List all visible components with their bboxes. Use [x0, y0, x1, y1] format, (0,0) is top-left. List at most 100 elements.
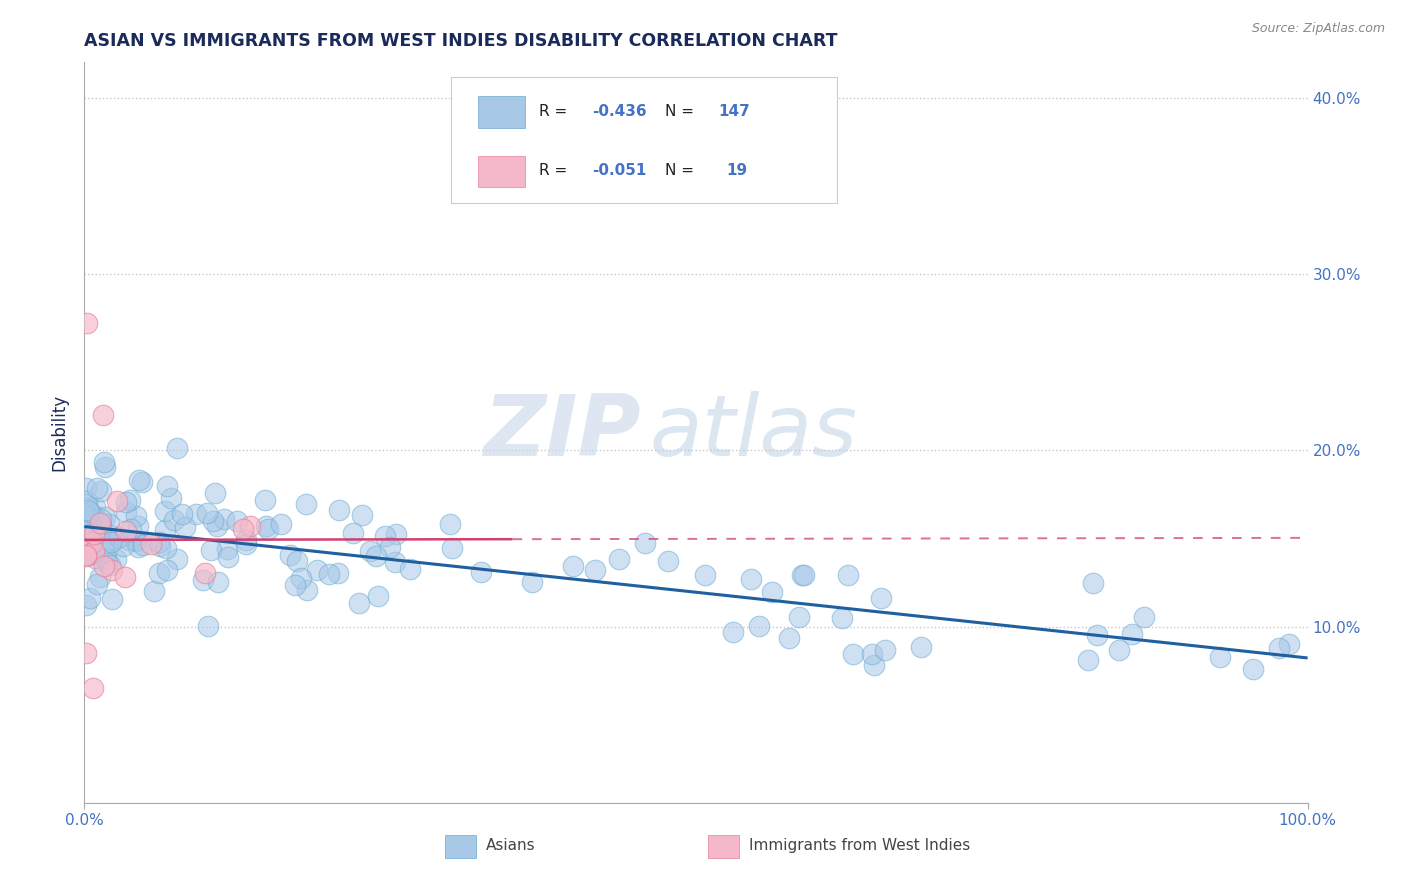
Point [1121, 627, 1143, 641]
Point [257, 522, 280, 536]
Point [112, 539, 135, 553]
Point [87, 524, 110, 538]
Point [149, 539, 172, 553]
Point [359, 544, 381, 558]
Point [1083, 575, 1105, 590]
Point [174, 520, 197, 534]
Point [837, 568, 859, 582]
Point [94, 510, 117, 524]
Point [1108, 642, 1130, 657]
Point [1133, 610, 1156, 624]
Point [212, 511, 235, 525]
Point [869, 591, 891, 605]
Point [76, 524, 98, 539]
Point [115, 524, 138, 539]
Point [232, 522, 254, 536]
Point [79, 591, 101, 605]
Point [75, 481, 97, 495]
Point [93, 455, 115, 469]
Point [75, 598, 97, 612]
Point [108, 530, 131, 544]
Point [82, 535, 104, 549]
Point [143, 584, 166, 599]
Point [82, 508, 104, 523]
Bar [709, 835, 738, 858]
Point [75, 542, 97, 557]
Point [270, 517, 292, 532]
Point [385, 526, 408, 541]
Point [374, 529, 396, 543]
Point [156, 563, 179, 577]
Point [148, 566, 170, 581]
Point [156, 479, 179, 493]
Point [789, 609, 811, 624]
Point [97, 533, 120, 547]
Point [172, 507, 194, 521]
Point [284, 578, 307, 592]
Point [114, 570, 136, 584]
Point [83, 543, 105, 558]
Point [76, 493, 98, 508]
Point [77, 502, 100, 516]
Point [278, 548, 301, 562]
Point [367, 589, 389, 603]
Text: Immigrants from West Indies: Immigrants from West Indies [748, 838, 970, 853]
Point [84, 500, 107, 514]
Point [125, 509, 148, 524]
Point [76, 510, 98, 524]
Point [184, 507, 207, 521]
Text: N =: N = [665, 163, 699, 178]
Point [125, 534, 148, 549]
Point [98, 558, 121, 573]
Point [342, 525, 364, 540]
Point [86, 577, 108, 591]
Point [76, 540, 98, 554]
Point [105, 552, 128, 566]
Point [84, 550, 107, 565]
Point [295, 497, 318, 511]
Text: ASIAN VS IMMIGRANTS FROM WEST INDIES DISABILITY CORRELATION CHART: ASIAN VS IMMIGRANTS FROM WEST INDIES DIS… [84, 32, 838, 50]
Point [89, 516, 111, 530]
Point [75, 646, 97, 660]
Point [115, 495, 138, 509]
Point [155, 523, 177, 537]
Point [76, 539, 98, 553]
Text: 147: 147 [718, 103, 749, 119]
Point [107, 531, 129, 545]
Point [82, 681, 104, 696]
Point [254, 519, 277, 533]
Point [132, 538, 155, 552]
Point [761, 584, 783, 599]
Point [75, 548, 97, 562]
Point [862, 657, 884, 672]
Point [695, 568, 717, 582]
Text: atlas: atlas [650, 391, 858, 475]
Point [77, 541, 100, 556]
FancyBboxPatch shape [451, 78, 837, 203]
Point [793, 568, 815, 582]
Point [139, 537, 162, 551]
Point [80, 522, 103, 536]
Point [1209, 650, 1232, 665]
Point [127, 519, 149, 533]
Point [89, 570, 111, 584]
Point [439, 517, 461, 532]
Point [201, 514, 224, 528]
Point [98, 527, 121, 541]
Point [287, 554, 309, 568]
Point [790, 567, 813, 582]
Point [75, 549, 97, 563]
Point [128, 473, 150, 487]
Point [75, 496, 97, 510]
Point [217, 541, 239, 556]
Point [94, 550, 117, 565]
Bar [446, 835, 475, 858]
Text: -0.051: -0.051 [592, 163, 647, 178]
Point [96, 543, 118, 558]
Bar [478, 156, 524, 186]
Point [90, 483, 112, 498]
Point [225, 515, 247, 529]
Point [254, 493, 277, 508]
Point [166, 552, 188, 566]
Text: Asians: Asians [485, 838, 536, 853]
